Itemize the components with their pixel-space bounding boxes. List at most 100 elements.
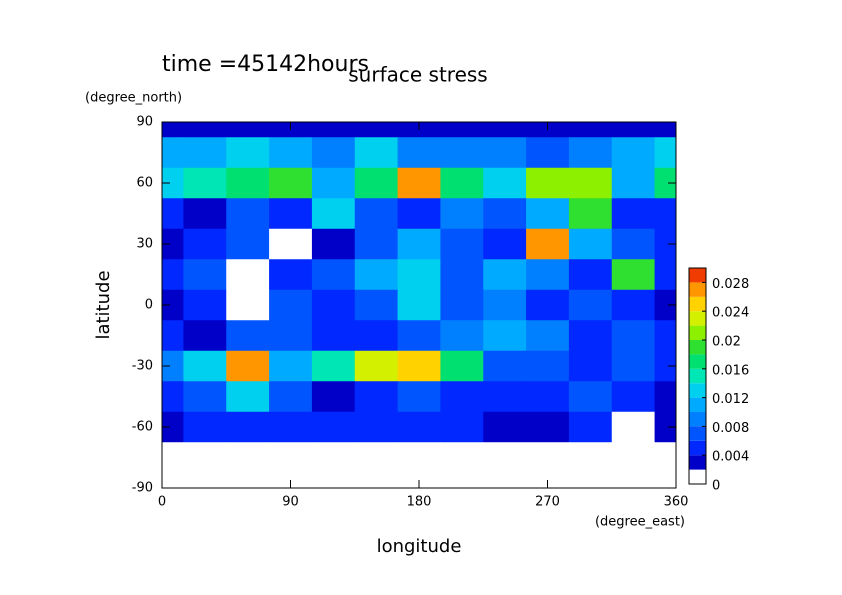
colorbar-tick-label: 0.008 bbox=[712, 421, 749, 436]
contour-cell bbox=[483, 320, 527, 352]
contour-cell bbox=[311, 289, 356, 321]
contour-cell bbox=[654, 411, 676, 443]
contour-cell bbox=[162, 259, 184, 291]
colorbar-level bbox=[689, 426, 706, 441]
contour-cell bbox=[226, 167, 270, 199]
contour-cell bbox=[226, 259, 270, 291]
contour-cell bbox=[654, 167, 676, 199]
contour-cell bbox=[354, 381, 399, 413]
contour-cell bbox=[526, 198, 570, 230]
colorbar-tick-label: 0 bbox=[712, 479, 720, 494]
contour-cell bbox=[568, 198, 613, 230]
contour-cell bbox=[311, 122, 356, 138]
contour-cell bbox=[311, 442, 356, 474]
contour-cell bbox=[354, 198, 399, 230]
colorbar-level bbox=[689, 397, 706, 412]
contour-cell bbox=[397, 137, 441, 169]
colorbar-level bbox=[689, 282, 706, 297]
colorbar-level bbox=[689, 340, 706, 355]
contour-cell bbox=[483, 137, 527, 169]
contour-cell bbox=[654, 137, 676, 169]
contour-cell bbox=[269, 381, 313, 413]
contour-cell bbox=[483, 122, 527, 138]
colorbar-tick-label: 0.028 bbox=[712, 277, 749, 292]
contour-cell bbox=[354, 472, 399, 488]
contour-cell bbox=[226, 289, 270, 321]
colorbar-level bbox=[689, 296, 706, 312]
contour-cell bbox=[611, 381, 656, 413]
contour-cell bbox=[183, 122, 227, 138]
contour-cell bbox=[568, 228, 613, 260]
contour-cell bbox=[226, 350, 270, 382]
contour-cell bbox=[611, 259, 656, 291]
contour-cell bbox=[397, 167, 441, 199]
contour-cell bbox=[226, 442, 270, 474]
contour-cell bbox=[440, 167, 484, 199]
contour-cell bbox=[568, 381, 613, 413]
y-tick-label: 90 bbox=[136, 115, 153, 130]
y-tick-label: 0 bbox=[145, 298, 153, 313]
contour-cell bbox=[440, 259, 484, 291]
contour-cell bbox=[183, 167, 227, 199]
contour-cell bbox=[483, 198, 527, 230]
contour-cell bbox=[311, 381, 356, 413]
contour-cell bbox=[440, 381, 484, 413]
colorbar-frame bbox=[688, 267, 707, 485]
contour-cell bbox=[226, 198, 270, 230]
colorbar-level bbox=[689, 268, 706, 283]
contour-cell bbox=[183, 259, 227, 291]
contour-cell bbox=[269, 198, 313, 230]
contour-cell bbox=[183, 137, 227, 169]
contour-cell bbox=[568, 289, 613, 321]
contour-cell bbox=[654, 198, 676, 230]
contour-cell bbox=[226, 137, 270, 169]
contour-cell bbox=[269, 320, 313, 352]
contour-cell bbox=[440, 289, 484, 321]
contour-cell bbox=[162, 320, 184, 352]
contour-cell bbox=[354, 350, 399, 382]
contour-cell bbox=[162, 472, 184, 488]
contour-cell bbox=[483, 167, 527, 199]
contour-cell bbox=[397, 381, 441, 413]
contour-cell bbox=[526, 259, 570, 291]
contour-cell bbox=[226, 381, 270, 413]
contour-cell bbox=[311, 411, 356, 443]
colorbar-tick-label: 0.016 bbox=[712, 363, 749, 378]
contour-cell bbox=[269, 350, 313, 382]
contour-cell bbox=[440, 442, 484, 474]
contour-cell bbox=[162, 198, 184, 230]
contour-cell bbox=[568, 122, 613, 138]
contour-cell bbox=[397, 259, 441, 291]
x-tick-label: 360 bbox=[664, 495, 689, 510]
contour-cell bbox=[397, 289, 441, 321]
contour-cell bbox=[654, 122, 676, 138]
colorbar-level bbox=[689, 325, 706, 340]
contour-cell bbox=[183, 198, 227, 230]
contour-cell bbox=[611, 289, 656, 321]
contour-cell bbox=[183, 350, 227, 382]
contour-cell bbox=[654, 442, 676, 474]
colorbar-tick-label: 0.004 bbox=[712, 450, 749, 465]
contour-cell bbox=[611, 442, 656, 474]
subtitle: time =45142hours bbox=[162, 52, 369, 77]
contour-cell bbox=[269, 259, 313, 291]
contour-cell bbox=[311, 259, 356, 291]
contour-cell bbox=[354, 320, 399, 352]
contour-cell bbox=[611, 320, 656, 352]
colorbar-level bbox=[689, 354, 706, 369]
contour-cell bbox=[183, 228, 227, 260]
contour-cell bbox=[226, 122, 270, 138]
contour-cell bbox=[611, 167, 656, 199]
contour-cell bbox=[440, 472, 484, 488]
y-tick-label: -90 bbox=[132, 481, 153, 496]
contour-cell bbox=[354, 228, 399, 260]
contour-cell bbox=[269, 289, 313, 321]
contour-cell bbox=[226, 320, 270, 352]
contour-cell bbox=[526, 381, 570, 413]
contour-cell bbox=[311, 137, 356, 169]
contour-cell bbox=[269, 137, 313, 169]
contour-cell bbox=[483, 442, 527, 474]
contour-cell bbox=[226, 472, 270, 488]
contour-cell bbox=[183, 381, 227, 413]
contour-field bbox=[162, 122, 676, 488]
